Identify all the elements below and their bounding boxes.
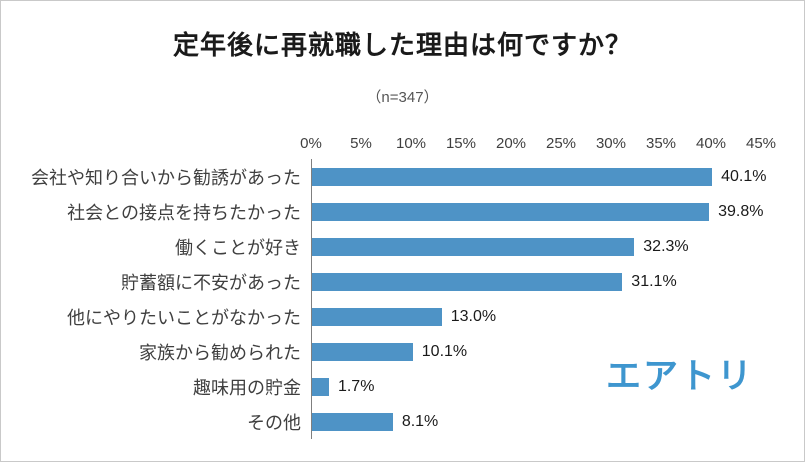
airtrip-logo: エアトリ <box>605 357 754 396</box>
bar <box>312 202 710 221</box>
value-label: 40.1% <box>721 167 767 185</box>
plot-area: 31.1% <box>311 264 761 299</box>
chart-row: 趣味用の貯金 1.7% <box>1 369 804 404</box>
plot-area: 32.3% <box>311 229 761 264</box>
sample-size-label: （n=347） <box>366 89 439 106</box>
value-label: 8.1% <box>401 412 439 430</box>
x-tick-label: 35% <box>645 135 677 152</box>
plot-area: 1.7% <box>311 369 761 404</box>
x-tick-label: 40% <box>695 135 727 152</box>
category-label: 趣味用の貯金 <box>193 377 301 398</box>
x-tick-label: 10% <box>395 135 427 152</box>
value-label: 39.8% <box>718 202 764 220</box>
bar <box>312 342 413 361</box>
plot-area: 10.1% <box>311 334 761 369</box>
x-tick-label: 15% <box>445 135 476 152</box>
chart-rows: 会社や知り合いから勧誘があった 40.1% 社会との接点を持ちたかった 39.8% 働く… <box>1 159 804 439</box>
chart-row: 家族から勧められた 10.1% <box>1 334 804 369</box>
x-tick-label: 0% <box>300 135 322 152</box>
x-tick-label: 30% <box>595 135 626 152</box>
x-tick-label: 20% <box>495 135 527 152</box>
value-label: 31.1% <box>631 272 677 290</box>
x-tick-label: 45% <box>745 135 777 152</box>
chart-row: 貯蓄額に不安があった 31.1% <box>1 264 804 299</box>
x-tick-label: 25% <box>545 135 577 152</box>
plot-area: 40.1% <box>311 159 766 194</box>
category-label: 他にやりたいことがなかった <box>67 307 301 328</box>
bar-chart: 0% 5% 10% 15% 20% 25% 30% 35% 40% 45% 会社や知り合いから勧誘… <box>1 135 804 439</box>
plot-area: 39.8% <box>311 194 764 229</box>
category-label: その他 <box>247 412 301 433</box>
value-label: 1.7% <box>337 377 375 395</box>
bar <box>312 377 329 396</box>
category-label: 家族から勧められた <box>139 342 301 363</box>
plot-area: 8.1% <box>311 404 761 439</box>
category-label: 社会との接点を持ちたかった <box>67 202 301 223</box>
x-axis: 0% 5% 10% 15% 20% 25% 30% 35% 40% 45% <box>1 135 804 159</box>
value-label: 10.1% <box>421 342 468 360</box>
chart-row: 他にやりたいことがなかった 13.0% <box>1 299 804 334</box>
chart-row: 会社や知り合いから勧誘があった 40.1% <box>1 159 804 194</box>
bar <box>312 167 713 186</box>
x-tick-label: 5% <box>350 135 372 152</box>
chart-row: その他 8.1% <box>1 404 804 439</box>
value-label: 32.3% <box>643 237 689 255</box>
value-label: 13.0% <box>450 307 497 325</box>
chart-title: 定年後に再就職した理由は何ですか？ <box>172 30 632 60</box>
category-label: 会社や知り合いから勧誘があった <box>31 167 301 188</box>
category-label: 貯蓄額に不安があった <box>121 272 301 293</box>
bar <box>312 412 393 431</box>
bar <box>312 272 623 291</box>
category-label: 働くことが好き <box>175 237 301 258</box>
plot-area: 13.0% <box>311 299 761 334</box>
axis-spacer <box>1 135 311 159</box>
chart-row: 社会との接点を持ちたかった 39.8% <box>1 194 804 229</box>
bar <box>312 237 635 256</box>
bar <box>312 307 442 326</box>
x-axis-tick-labels: 0% 5% 10% 15% 20% 25% 30% 35% 40% 45% <box>300 135 776 159</box>
chart-row: 働くことが好き 32.3% <box>1 229 804 264</box>
